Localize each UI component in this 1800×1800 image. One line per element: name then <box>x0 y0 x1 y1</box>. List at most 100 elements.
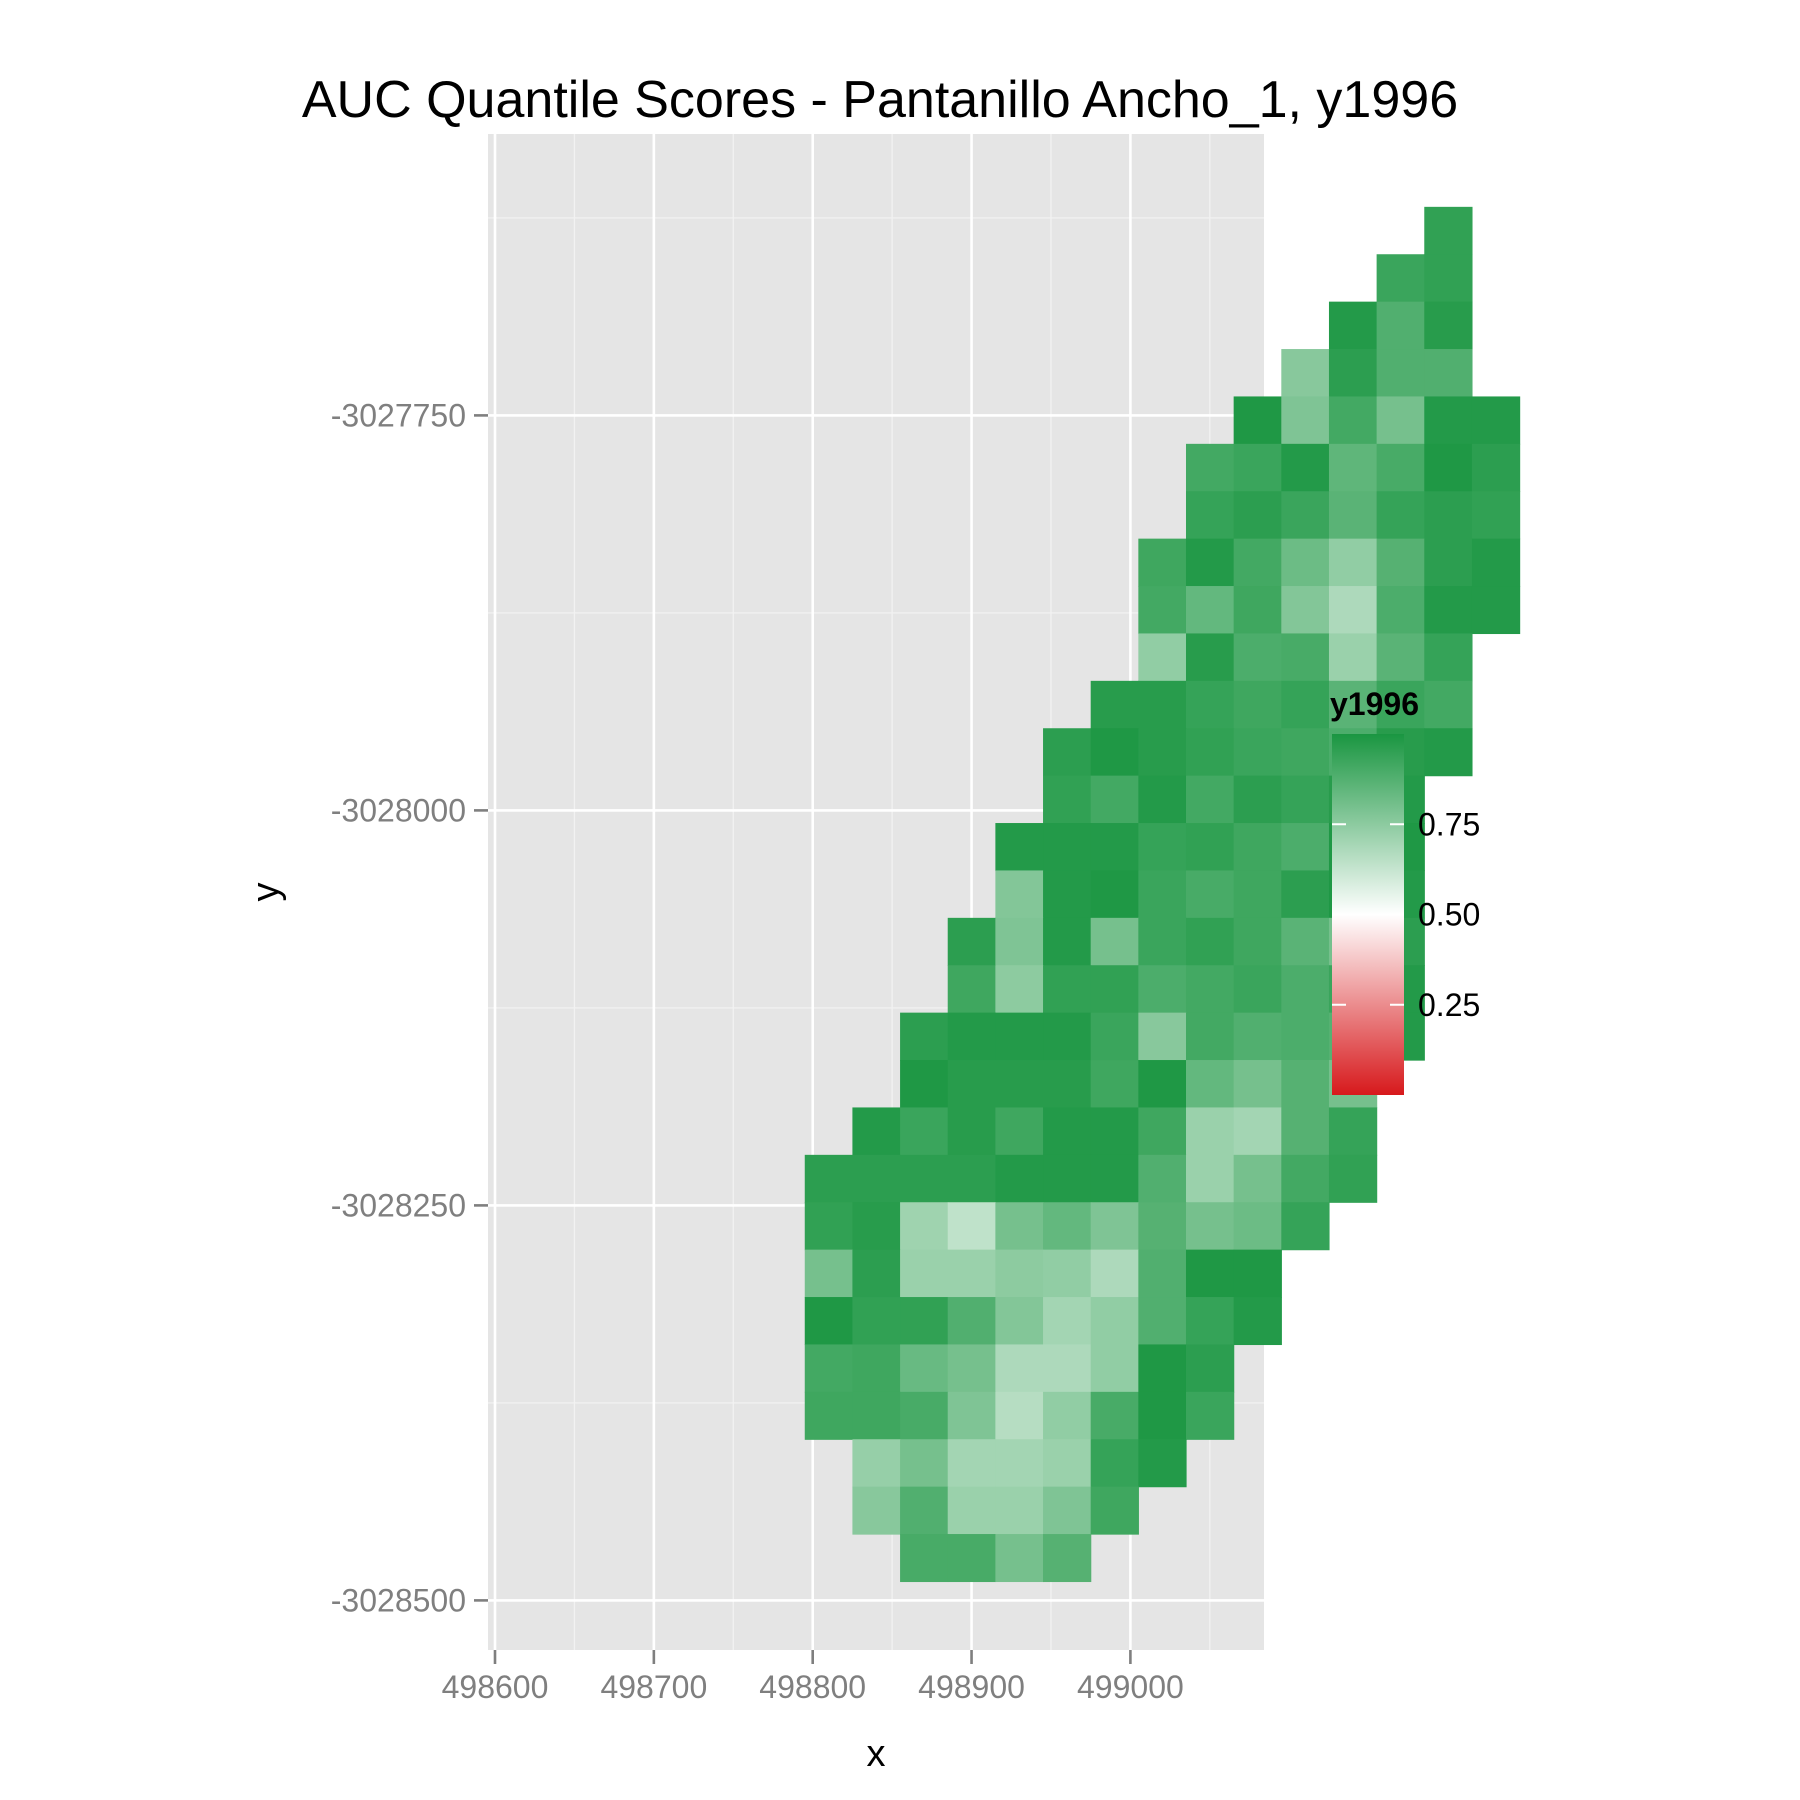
heatmap-cell <box>1090 728 1139 777</box>
heatmap-cell <box>1328 1154 1378 1203</box>
heatmap-cell <box>1281 680 1330 729</box>
heatmap-cell <box>947 1012 996 1061</box>
heatmap-cell <box>1281 491 1330 540</box>
heatmap-cell <box>1281 1107 1330 1156</box>
heatmap-cell <box>1185 728 1235 777</box>
heatmap-cell <box>1328 586 1378 635</box>
heatmap-cell <box>1424 680 1473 729</box>
heatmap-cell <box>1090 1154 1139 1203</box>
heatmap-cell <box>1376 586 1425 635</box>
heatmap-cell <box>1233 1012 1282 1061</box>
heatmap-cell <box>900 1391 949 1440</box>
heatmap-cell <box>1043 1249 1092 1298</box>
heatmap-cell <box>1043 823 1092 872</box>
y-tick-label: -3028500 <box>331 1582 466 1618</box>
heatmap-cell <box>1043 728 1092 777</box>
heatmap-cell <box>852 1344 901 1393</box>
heatmap-cell <box>1185 491 1235 540</box>
heatmap-cell <box>1424 538 1473 587</box>
y-tick-label: -3028250 <box>331 1187 466 1223</box>
heatmap-cell <box>1233 1107 1282 1156</box>
heatmap-cell <box>1090 1486 1139 1535</box>
x-tick-label: 499000 <box>1077 1669 1184 1705</box>
heatmap-cell <box>1090 823 1139 872</box>
heatmap-cell <box>1281 586 1330 635</box>
heatmap-cell <box>1090 1391 1139 1440</box>
heatmap-cell <box>1138 1439 1187 1488</box>
heatmap-cell <box>995 1391 1044 1440</box>
heatmap-cell <box>1233 680 1282 729</box>
heatmap-cell <box>1376 538 1425 587</box>
heatmap-cell <box>1281 1154 1330 1203</box>
heatmap-cell <box>1328 1107 1378 1156</box>
heatmap-cell <box>1233 633 1282 682</box>
heatmap-cell <box>1281 349 1330 398</box>
heatmap-cell <box>1281 538 1330 587</box>
heatmap-cell <box>1138 823 1187 872</box>
heatmap-cell <box>1043 965 1092 1014</box>
heatmap-cell <box>1281 1202 1330 1251</box>
heatmap-cell <box>1185 680 1235 729</box>
heatmap-cell <box>1281 443 1330 492</box>
heatmap-cell <box>1138 728 1187 777</box>
heatmap-cell <box>1281 870 1330 919</box>
heatmap-cell <box>1090 1107 1139 1156</box>
heatmap-cell <box>1043 917 1092 966</box>
y-tick-label: -3027750 <box>331 397 466 433</box>
heatmap-cell <box>1424 586 1473 635</box>
heatmap-cell <box>900 1297 949 1346</box>
heatmap-cell <box>1185 586 1235 635</box>
heatmap-cell <box>1471 538 1521 587</box>
heatmap-cell <box>1281 728 1330 777</box>
legend-ticks: 0.75 0.50 0.25 <box>1332 806 1480 1023</box>
heatmap-cell <box>995 1486 1044 1535</box>
heatmap-cell <box>1138 1012 1187 1061</box>
heatmap-cell <box>1424 396 1473 445</box>
heatmap-cell <box>1090 1012 1139 1061</box>
heatmap-cell <box>1376 633 1425 682</box>
heatmap-cell <box>1424 491 1473 540</box>
heatmap-cell <box>995 1297 1044 1346</box>
heatmap-cell <box>852 1439 901 1488</box>
heatmap-cell <box>1138 538 1187 587</box>
heatmap-cell <box>995 965 1044 1014</box>
x-tick-label: 498900 <box>918 1669 1025 1705</box>
heatmap-cell <box>1043 1012 1092 1061</box>
heatmap-cell <box>1233 443 1282 492</box>
heatmap-cell <box>1138 1344 1187 1393</box>
legend-title: y1996 <box>1330 686 1419 722</box>
heatmap-cell <box>1185 1154 1235 1203</box>
heatmap-cell <box>995 1202 1044 1251</box>
heatmap-cell <box>1424 206 1473 255</box>
heatmap-cell <box>1043 1297 1092 1346</box>
heatmap-cell <box>1090 1060 1139 1109</box>
heatmap-cell <box>1424 728 1473 777</box>
heatmap-cell <box>995 1534 1044 1583</box>
heatmap-cell <box>947 1249 996 1298</box>
legend-label: 0.25 <box>1418 987 1480 1023</box>
x-axis: 498600 498700 498800 498900 499000 <box>442 1650 1184 1705</box>
heatmap-cell <box>1090 775 1139 824</box>
heatmap-cell <box>1281 1060 1330 1109</box>
heatmap-cell <box>1233 870 1282 919</box>
heatmap-cell <box>1138 1154 1187 1203</box>
heatmap-cell <box>852 1249 901 1298</box>
heatmap-cell <box>1328 301 1378 350</box>
heatmap-cell <box>900 1107 949 1156</box>
heatmap-cell <box>995 917 1044 966</box>
heatmap-cell <box>947 917 996 966</box>
heatmap-cell <box>1424 633 1473 682</box>
heatmap-cell <box>1138 965 1187 1014</box>
heatmap-cell <box>1090 680 1139 729</box>
heatmap-cell <box>1043 775 1092 824</box>
heatmap-cell <box>1043 1107 1092 1156</box>
heatmap-cell <box>1185 1012 1235 1061</box>
heatmap-cell <box>1376 443 1425 492</box>
heatmap-cell <box>1043 870 1092 919</box>
legend-label: 0.50 <box>1418 897 1480 933</box>
heatmap-cell <box>1328 349 1378 398</box>
heatmap-cell <box>995 870 1044 919</box>
heatmap-cell <box>1138 1202 1187 1251</box>
heatmap-cell <box>1043 1154 1092 1203</box>
heatmap-cell <box>852 1297 901 1346</box>
